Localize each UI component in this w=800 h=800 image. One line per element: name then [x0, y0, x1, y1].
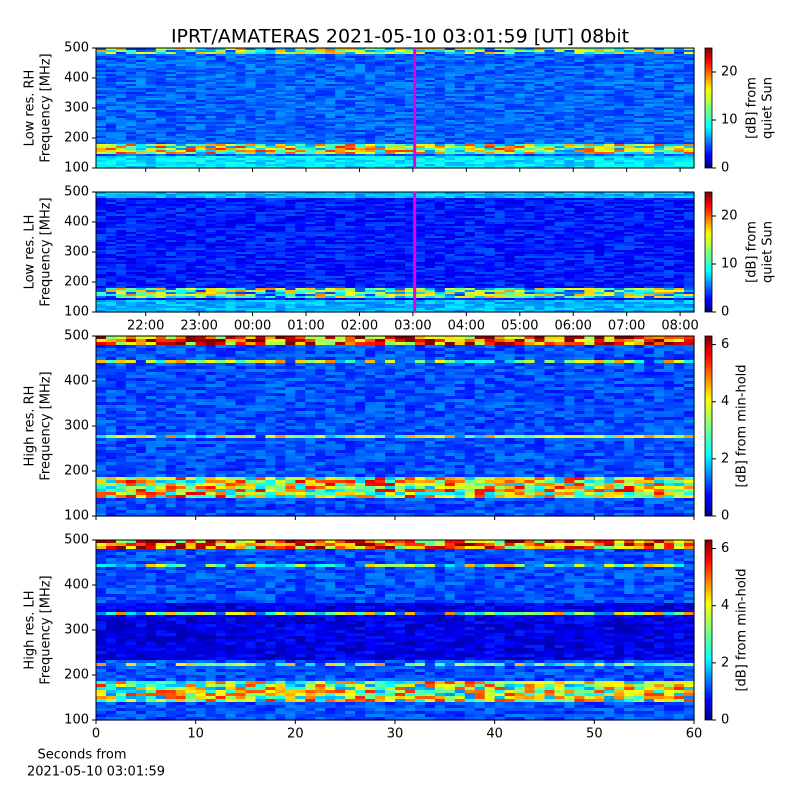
y-axis-label: Low res. RH	[23, 70, 38, 147]
y-tick-label: 400	[64, 71, 89, 86]
colorbar-tick-label: 0	[721, 161, 729, 176]
colorbar-label: quiet Sun	[761, 77, 776, 139]
y-tick-label: 100	[64, 161, 89, 176]
colorbar-tick-label: 10	[721, 113, 738, 128]
y-tick-label: 200	[64, 131, 89, 146]
figure-title: IPRT/AMATERAS 2021-05-10 03:01:59 [UT] 0…	[171, 26, 629, 48]
colorbar-tick-label: 20	[721, 65, 738, 80]
colorbar	[705, 48, 712, 168]
spectrogram	[96, 192, 695, 313]
y-axis-label: Frequency [MHz]	[39, 53, 54, 162]
y-tick-label: 500	[64, 41, 89, 56]
colorbar-label: [dB] from	[745, 77, 760, 139]
y-tick-label: 300	[64, 101, 89, 116]
spectrogram	[96, 48, 695, 169]
